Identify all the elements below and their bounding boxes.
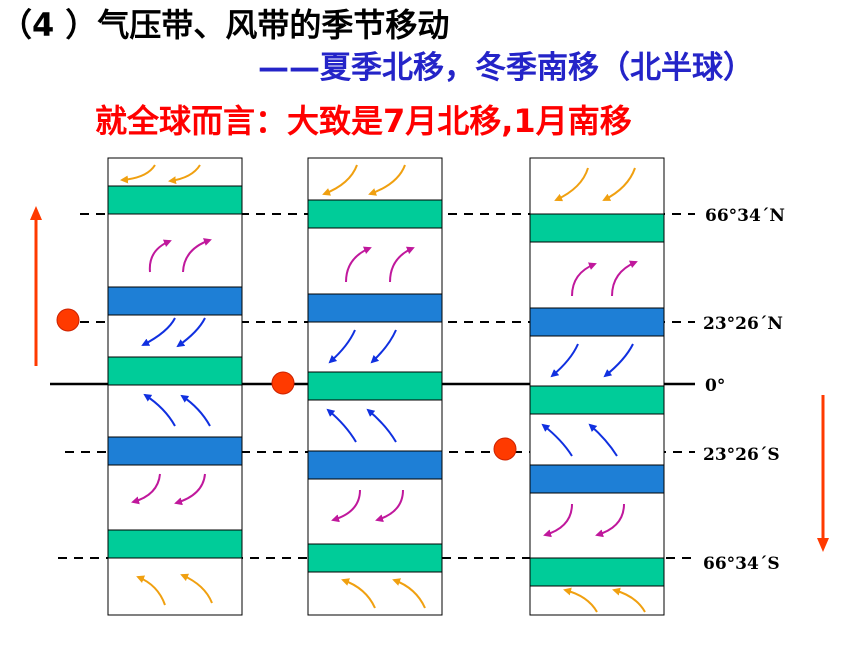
westerlies-north-arrow (345, 246, 372, 283)
polar-easterlies-north-arrow (554, 167, 589, 202)
westerlies-south-arrow (375, 489, 404, 523)
subtropical-high-belt-south (107, 436, 243, 466)
polar-easterlies-south-arrow (136, 575, 166, 606)
latitude-labels: 66°34´N 23°26´N 0° 23°26´S 66°34´S (703, 206, 785, 574)
polar-easterlies-north-arrow (368, 164, 406, 196)
subtropical-high-belt-south (307, 450, 443, 480)
se-trade-wind-arrow (143, 393, 176, 427)
polar-easterlies-north-arrow (120, 164, 156, 184)
polar-easterlies-north-arrow (602, 167, 636, 201)
ne-trade-wind-arrow (176, 317, 206, 348)
equatorial-low-belt (107, 356, 243, 386)
latitude-label-66N: 66°34´N (705, 206, 785, 226)
sun-direct-point-north (56, 308, 80, 332)
westerlies-north-arrow (571, 262, 597, 297)
ne-trade-wind-arrow (328, 329, 356, 364)
se-trade-wind-arrow (366, 408, 397, 443)
subpolar-low-belt-north (307, 199, 443, 229)
ne-trade-wind-arrow (370, 329, 397, 364)
latitude-label-23N: 23°26´N (703, 314, 783, 334)
westerlies-south-arrow (543, 503, 573, 538)
westerlies-north-arrow (389, 246, 415, 283)
subpolar-low-belt-north (529, 213, 665, 243)
subpolar-low-belt-south (307, 543, 443, 573)
ne-trade-wind-arrow (141, 317, 176, 346)
subpolar-low-belt-north (107, 185, 243, 215)
polar-easterlies-north-arrow (168, 164, 201, 185)
se-trade-wind-arrow (588, 423, 618, 457)
se-trade-wind-arrow (541, 423, 573, 457)
westerlies-south-arrow (331, 489, 361, 523)
westerlies-north-arrow (611, 260, 638, 297)
westerlies-north-arrow (148, 239, 172, 273)
ne-trade-wind-arrow (603, 343, 634, 378)
latitude-label-equator: 0° (705, 376, 725, 396)
equatorial-low-belt (307, 371, 443, 401)
westerlies-south-arrow (174, 473, 206, 506)
westerlies-north-arrow (182, 238, 212, 273)
polar-easterlies-south-arrow (563, 587, 598, 613)
subtropical-high-belt-north (107, 286, 243, 316)
page-subtitle: ——夏季北移，冬季南移（北半球） (258, 50, 754, 86)
ne-trade-wind-arrow (550, 343, 579, 378)
polar-easterlies-north-arrow (322, 164, 358, 196)
equatorial-low-belt (529, 385, 665, 415)
subpolar-low-belt-south (529, 557, 665, 587)
belt-column-equinox (307, 157, 443, 616)
latitude-label-66S: 66°34´S (703, 554, 780, 574)
page-title: （4 ）气压带、风带的季节移动 (0, 6, 450, 44)
polar-easterlies-south-arrow (392, 578, 426, 609)
northward-shift-arrow (30, 206, 42, 366)
subtropical-high-belt-south (529, 464, 665, 494)
subtropical-high-belt-north (307, 293, 443, 323)
westerlies-south-arrow (131, 473, 161, 505)
sun-direct-point-equator (271, 371, 295, 395)
sun-direct-point-south (493, 437, 517, 461)
westerlies-south-arrow (595, 503, 625, 538)
se-trade-wind-arrow (326, 408, 357, 443)
belt-column-southern-summer (529, 157, 665, 616)
subpolar-low-belt-south (107, 529, 243, 559)
polar-easterlies-south-arrow (341, 578, 376, 609)
se-trade-wind-arrow (180, 394, 211, 427)
belt-column-northern-summer (107, 157, 243, 616)
polar-easterlies-south-arrow (612, 587, 646, 613)
latitude-label-23S: 23°26´S (703, 445, 780, 465)
polar-easterlies-south-arrow (180, 573, 213, 604)
southward-shift-arrow (817, 395, 829, 552)
global-note: 就全球而言：大致是7月北移,1月南移 (95, 102, 632, 140)
subtropical-high-belt-north (529, 307, 665, 337)
